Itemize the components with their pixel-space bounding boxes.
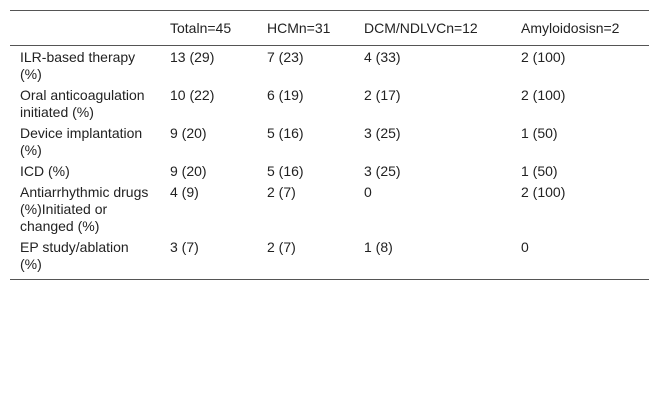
row-label: Oral anticoagulation initiated (%) xyxy=(20,87,145,120)
table-cell: 9 (20) xyxy=(170,125,207,141)
table-cell: 0 xyxy=(521,239,529,255)
table-cell: 9 (20) xyxy=(170,163,207,179)
table-cell: 10 (22) xyxy=(170,87,215,103)
table-cell: 1 (50) xyxy=(521,163,558,179)
table-cell: 6 (19) xyxy=(267,87,304,103)
row-label: ICD (%) xyxy=(20,163,70,179)
table-cell: 3 (25) xyxy=(364,125,401,141)
table-cell: 2 (100) xyxy=(521,87,566,103)
table-row: Oral anticoagulation initiated (%) 10 (2… xyxy=(10,85,649,123)
table-cell: 1 (8) xyxy=(364,239,393,255)
table-row: Device implantation (%) 9 (20) 5 (16) 3 … xyxy=(10,123,649,161)
table-row: Antiarrhythmic drugs (%)Initiated or cha… xyxy=(10,182,649,237)
row-label: EP study/ablation (%) xyxy=(20,239,129,272)
table-cell: 2 (7) xyxy=(267,184,296,200)
row-label: ILR-based therapy (%) xyxy=(20,49,136,82)
header-cell-hcm: HCMn=31 xyxy=(267,19,331,36)
table-cell: 4 (33) xyxy=(364,49,401,65)
table-row: EP study/ablation (%) 3 (7) 2 (7) 1 (8) … xyxy=(10,237,649,280)
table-cell: 1 (50) xyxy=(521,125,558,141)
header-cell-amyloidosis: Amyloidosisn=2 xyxy=(521,19,620,36)
table-body: ILR-based therapy (%) 13 (29) 7 (23) 4 (… xyxy=(10,46,649,280)
table-cell: 7 (23) xyxy=(267,49,304,65)
table-row: ILR-based therapy (%) 13 (29) 7 (23) 4 (… xyxy=(10,46,649,86)
table-cell: 5 (16) xyxy=(267,125,304,141)
row-label: Device implantation (%) xyxy=(20,125,143,158)
table-row: ICD (%) 9 (20) 5 (16) 3 (25) 1 (50) xyxy=(10,161,649,182)
header-cell-total: Totaln=45 xyxy=(170,19,232,36)
table-cell: 2 (7) xyxy=(267,239,296,255)
table-cell: 13 (29) xyxy=(170,49,215,65)
table-cell: 2 (100) xyxy=(521,184,566,200)
table-cell: 4 (9) xyxy=(170,184,199,200)
table-cell: 3 (25) xyxy=(364,163,401,179)
table-cell: 5 (16) xyxy=(267,163,304,179)
table-cell: 2 (17) xyxy=(364,87,401,103)
table-cell: 0 xyxy=(364,184,372,200)
header-row: Totaln=45 HCMn=31 DCM/NDLVCn=12 Amyloido… xyxy=(10,10,649,46)
header-cell-dcm-ndlvc: DCM/NDLVCn=12 xyxy=(364,19,478,36)
row-label: Antiarrhythmic drugs (%)Initiated or cha… xyxy=(20,184,149,234)
results-table: Totaln=45 HCMn=31 DCM/NDLVCn=12 Amyloido… xyxy=(10,10,649,280)
table-cell: 2 (100) xyxy=(521,49,566,65)
header-cell-empty xyxy=(10,11,160,46)
table-cell: 3 (7) xyxy=(170,239,199,255)
table-header: Totaln=45 HCMn=31 DCM/NDLVCn=12 Amyloido… xyxy=(10,10,649,46)
